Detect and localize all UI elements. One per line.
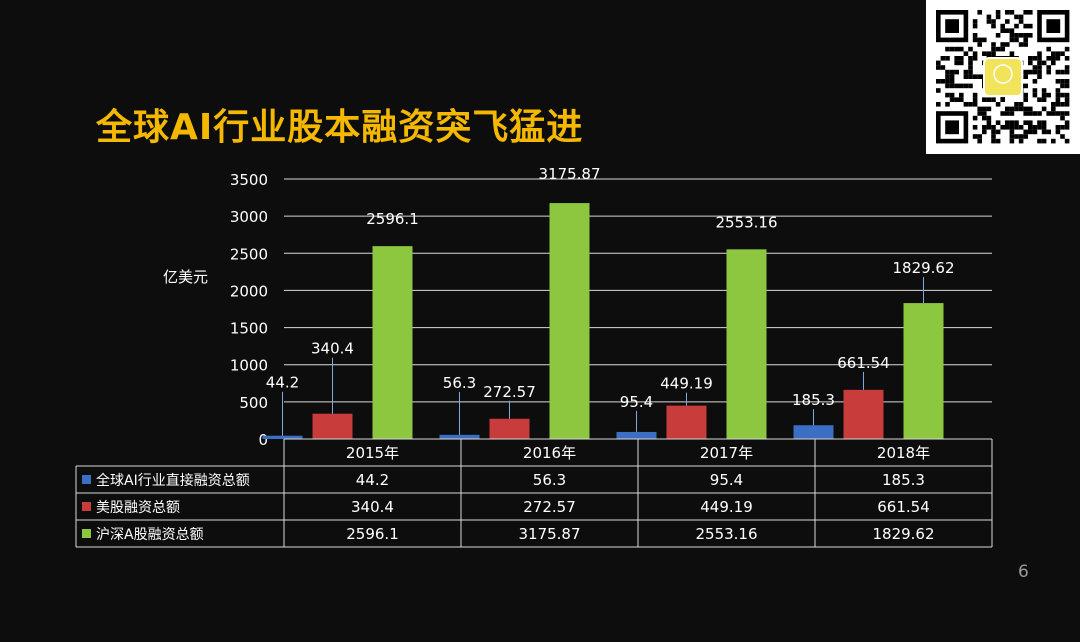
data-label: 44.2 — [266, 374, 299, 392]
legend-swatch — [82, 502, 91, 511]
table-cell: 2553.16 — [695, 525, 757, 543]
bar — [312, 413, 353, 439]
bar — [666, 405, 707, 439]
data-label: 2553.16 — [715, 213, 777, 231]
legend-swatch — [82, 475, 91, 484]
qr-code-graphic — [936, 10, 1070, 144]
y-tick-label: 0 — [258, 431, 268, 449]
table-cell: 449.19 — [700, 498, 753, 516]
data-label: 272.57 — [483, 383, 536, 401]
table-cell: 1829.62 — [872, 525, 934, 543]
y-tick-label: 3000 — [230, 208, 268, 226]
data-label: 3175.87 — [538, 165, 600, 183]
page-number: 6 — [1018, 562, 1029, 582]
bar — [726, 249, 767, 439]
data-label: 661.54 — [837, 354, 890, 372]
data-label: 2596.1 — [366, 210, 419, 228]
slide-title: 全球AI行业股本融资突飞猛进 — [96, 107, 584, 148]
y-tick-label: 1000 — [230, 357, 268, 375]
table-cell: 95.4 — [710, 471, 743, 489]
x-tick-label: 2015年 — [346, 444, 399, 462]
bar — [793, 425, 834, 439]
bar — [439, 434, 480, 439]
y-tick-label: 500 — [239, 394, 268, 412]
data-label: 185.3 — [792, 391, 835, 409]
bar — [843, 389, 884, 439]
table-cell: 661.54 — [877, 498, 930, 516]
table-cell: 185.3 — [882, 471, 925, 489]
table-cell: 340.4 — [351, 498, 394, 516]
x-tick-label: 2017年 — [700, 444, 753, 462]
y-tick-label: 3500 — [230, 171, 268, 189]
legend-swatch — [82, 529, 91, 538]
bar — [903, 303, 944, 439]
bar — [616, 431, 657, 439]
legend-label: 全球AI行业直接融资总额 — [96, 472, 250, 489]
legend-label: 沪深A股融资总额 — [96, 527, 204, 543]
data-label: 95.4 — [620, 393, 653, 411]
table-cell: 44.2 — [356, 471, 389, 489]
table-cell: 272.57 — [523, 498, 576, 516]
bar — [372, 246, 413, 439]
bar — [549, 203, 590, 439]
table-cell: 3175.87 — [518, 525, 580, 543]
y-tick-label: 2000 — [230, 282, 268, 300]
y-tick-label: 1500 — [230, 320, 268, 338]
data-label: 56.3 — [443, 374, 476, 392]
data-label: 449.19 — [660, 375, 713, 393]
qr-code-icon — [926, 0, 1080, 154]
table-cell: 2596.1 — [346, 525, 399, 543]
table-cell: 56.3 — [533, 471, 566, 489]
y-tick-label: 2500 — [230, 245, 268, 263]
bar — [262, 435, 303, 439]
data-label: 1829.62 — [892, 259, 954, 277]
x-tick-label: 2018年 — [877, 444, 930, 462]
legend-label: 美股融资总额 — [96, 500, 180, 516]
x-tick-label: 2016年 — [523, 444, 576, 462]
data-label: 340.4 — [311, 340, 354, 358]
bar — [489, 418, 530, 439]
y-axis-label: 亿美元 — [163, 268, 208, 286]
